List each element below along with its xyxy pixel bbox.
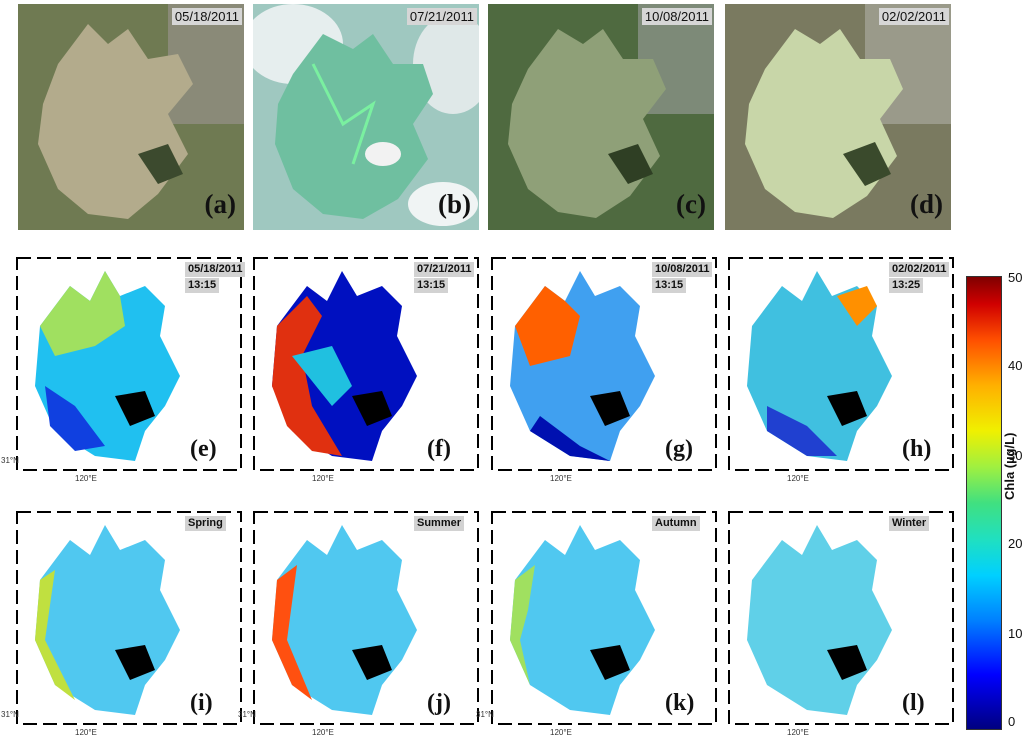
- seasonal-map-k: Autumn (k) 31°N 120°E: [476, 510, 718, 737]
- map-k-plot: [491, 511, 717, 725]
- daily-map-h: 02/02/2011 13:25 (h) 120°E: [727, 256, 955, 483]
- seasonal-map-i: Spring (i) 31°N 120°E: [1, 510, 243, 737]
- lat-tick: 31°N: [238, 710, 256, 719]
- map-date: 10/08/2011: [652, 262, 713, 277]
- satellite-photo-a: 05/18/2011 (a): [18, 4, 244, 230]
- panel-letter: (d): [910, 189, 943, 219]
- map-h-plot: [728, 257, 954, 471]
- map-j-plot: [253, 511, 479, 725]
- seasonal-map-j: Summer (j) 31°N 120°E: [238, 510, 480, 737]
- panel-letter: (b): [438, 189, 471, 219]
- panel-letter: (l): [902, 690, 925, 716]
- map-i-plot: [16, 511, 242, 725]
- panel-letter: (e): [190, 436, 217, 462]
- panel-letter: (k): [665, 690, 695, 716]
- panel-letter: (g): [665, 436, 693, 462]
- satellite-photo-b: 07/21/2011 (b): [253, 4, 479, 230]
- map-time: 13:15: [185, 278, 220, 293]
- colorbar-tick-10: 10: [1008, 626, 1023, 641]
- colorbar-title: Chla (µg/L): [1002, 432, 1017, 500]
- daily-map-g: 10/08/2011 13:15 (g) 120°E: [490, 256, 718, 483]
- season-label: Autumn: [652, 516, 700, 531]
- map-date: 05/18/2011: [185, 262, 246, 277]
- colorbar-tick-40: 40: [1008, 358, 1023, 373]
- colorbar-gradient: [966, 276, 1002, 730]
- lon-tick: 120°E: [75, 474, 97, 483]
- daily-map-f: 07/21/2011 13:15 (f) 120°E: [252, 256, 480, 483]
- lon-tick: 120°E: [550, 728, 572, 737]
- photo-date: 07/21/2011: [406, 8, 477, 25]
- map-f-plot: [253, 257, 479, 471]
- photo-b-image: [253, 4, 479, 230]
- map-date: 02/02/2011: [889, 262, 950, 277]
- satellite-photo-d: 02/02/2011 (d): [725, 4, 951, 230]
- panel-letter: (j): [427, 690, 451, 716]
- colorbar-tick-0: 0: [1008, 714, 1016, 729]
- lon-tick: 120°E: [787, 728, 809, 737]
- season-label: Winter: [889, 516, 930, 531]
- map-time: 13:15: [414, 278, 449, 293]
- colorbar-tick-50: 50: [1008, 270, 1023, 285]
- map-date: 07/21/2011: [414, 262, 475, 277]
- lon-tick: 120°E: [312, 474, 334, 483]
- colorbar-tick-20: 20: [1008, 536, 1023, 551]
- map-g-plot: [491, 257, 717, 471]
- photo-d-image: [725, 4, 951, 230]
- photo-date: 10/08/2011: [641, 8, 712, 25]
- lat-tick: 31°N: [1, 710, 19, 719]
- season-label: Spring: [185, 516, 226, 531]
- satellite-photo-c: 10/08/2011 (c): [488, 4, 714, 230]
- map-time: 13:15: [652, 278, 687, 293]
- panel-letter: (a): [204, 189, 236, 219]
- panel-letter: (h): [902, 436, 932, 462]
- photo-date: 02/02/2011: [878, 8, 949, 25]
- daily-map-e: 05/18/2011 13:15 (e) 31°N 120°E: [1, 256, 246, 483]
- seasonal-map-l: Winter (l) 120°E: [727, 510, 955, 737]
- map-l-plot: [728, 511, 954, 725]
- panel-letter: (f): [427, 436, 451, 462]
- photo-date: 05/18/2011: [171, 8, 242, 25]
- lat-tick: 31°N: [476, 710, 494, 719]
- panel-letter: (i): [190, 690, 213, 716]
- map-e-plot: [16, 257, 242, 471]
- season-label: Summer: [414, 516, 465, 531]
- lon-tick: 120°E: [787, 474, 809, 483]
- panel-letter: (c): [676, 189, 706, 219]
- map-time: 13:25: [889, 278, 924, 293]
- colorbar: 50 40 30 20 10 0 Chla (µg/L): [960, 270, 1023, 740]
- lon-tick: 120°E: [550, 474, 572, 483]
- colorbar-tick-30: 30: [1008, 448, 1023, 463]
- lon-tick: 120°E: [75, 728, 97, 737]
- lat-tick: 31°N: [1, 456, 19, 465]
- lon-tick: 120°E: [312, 728, 334, 737]
